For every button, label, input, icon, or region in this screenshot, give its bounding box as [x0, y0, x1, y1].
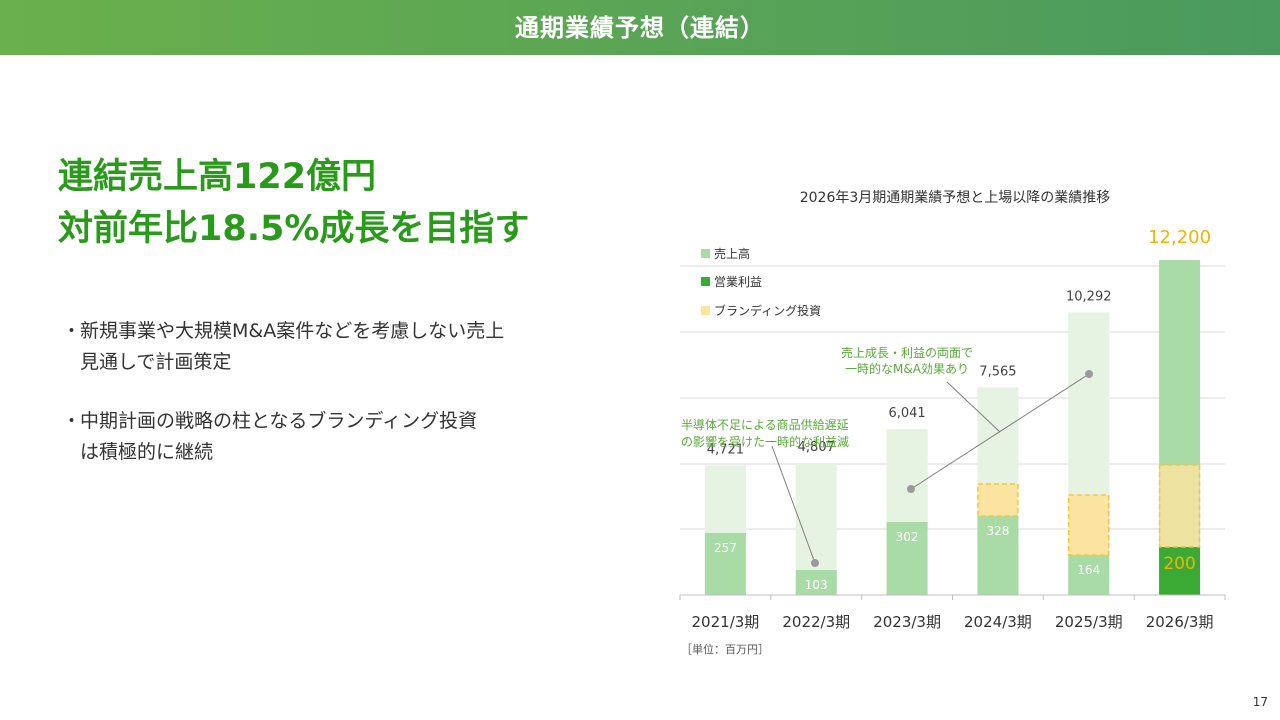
annotation-text: 一時的なM&A効果あり — [845, 361, 969, 376]
profit-data-label: 164 — [1077, 563, 1100, 577]
revenue-data-label: 7,565 — [979, 364, 1016, 379]
revenue-data-label: 10,292 — [1066, 289, 1112, 304]
profit-data-label: 103 — [805, 578, 828, 592]
profit-data-label: 200 — [1163, 554, 1195, 574]
bullet-text-line: 新規事業や大規模M&A案件などを考慮しない売上 — [80, 320, 505, 342]
legend-label: 営業利益 — [714, 275, 762, 289]
annotation-marker — [907, 485, 915, 493]
bullet-text: 中期計画の戦略の柱となるブランディング投資 は積極的に継続 — [80, 406, 580, 468]
bullet-text-line: 中期計画の戦略の柱となるブランディング投資 — [80, 410, 478, 432]
bullet-text: 新規事業や大規模M&A案件などを考慮しない売上 見通しで計画策定 — [80, 316, 580, 378]
annotation-leader-line — [946, 381, 1001, 433]
x-tick-label: 2023/3期 — [873, 613, 941, 631]
legend-swatch — [701, 277, 710, 286]
page-title: 通期業績予想（連結） — [515, 14, 765, 42]
profit-data-label: 302 — [896, 530, 919, 544]
revenue-data-label: 4,721 — [707, 442, 744, 457]
x-tick-label: 2021/3期 — [692, 613, 760, 631]
bullet-dot: ・ — [62, 320, 82, 342]
legend-label: 売上高 — [714, 246, 750, 261]
annotation-text: 半導体不足による商品供給遅延 — [681, 417, 849, 432]
profit-bar — [795, 570, 837, 595]
branding-investment-bar — [1158, 464, 1201, 548]
revenue-data-label: 4,807 — [798, 440, 835, 455]
revenue-data-label: 6,041 — [888, 406, 925, 421]
legend-swatch — [701, 306, 710, 315]
branding-investment-bar — [977, 483, 1019, 517]
profit-bar — [1068, 555, 1110, 595]
page-number: 17 — [1252, 695, 1268, 709]
profit-data-label: 257 — [714, 541, 737, 555]
x-tick-label: 2025/3期 — [1055, 613, 1123, 631]
x-tick-label: 2022/3期 — [782, 613, 850, 631]
bullet-text-line: は積極的に継続 — [80, 441, 214, 463]
legend-label: ブランディング投資 — [714, 303, 821, 318]
profit-bar — [1159, 547, 1201, 595]
profit-bar — [704, 533, 746, 595]
branding-investment-bar — [1068, 494, 1110, 556]
headline-line-2: 対前年比18.5%成長を目指す — [58, 209, 530, 249]
chart-title: 2026年3月期通期業績予想と上場以降の業績推移 — [799, 190, 1111, 206]
annotation-marker — [1085, 370, 1093, 378]
annotation-leader-line — [771, 445, 816, 564]
bullet-text-line: 見通しで計画策定 — [80, 351, 232, 373]
x-tick-label: 2026/3期 — [1146, 613, 1214, 631]
annotation-marker — [811, 559, 819, 567]
annotation-text: の影響を受けた一時的な利益減 — [681, 434, 849, 449]
bullet-dot: ・ — [62, 410, 82, 432]
legend-swatch — [701, 249, 710, 258]
profit-bar — [977, 516, 1019, 595]
header-bar — [0, 0, 1280, 55]
revenue-data-label: 12,200 — [1148, 227, 1211, 248]
headline-line-1: 連結売上高122億円 — [58, 157, 377, 197]
profit-data-label: 328 — [986, 524, 1009, 538]
unit-note: ［単位：百万円］ — [681, 642, 769, 656]
x-tick-label: 2024/3期 — [964, 613, 1032, 631]
annotation-text: 売上成長・利益の両面で — [841, 345, 973, 360]
profit-bar — [886, 522, 928, 595]
